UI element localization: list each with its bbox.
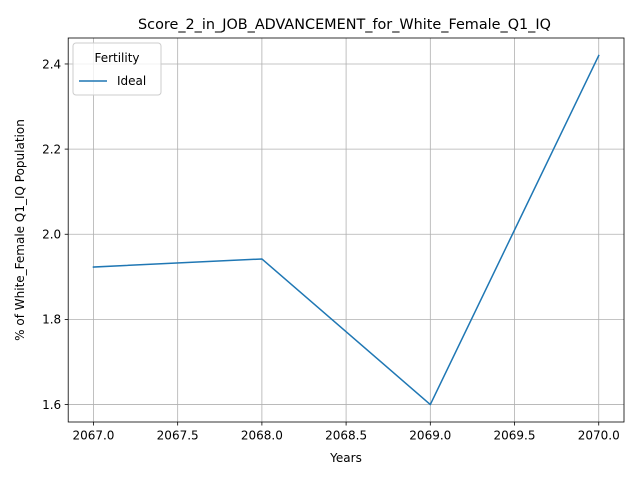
y-tick-label: 2.2: [42, 142, 61, 156]
x-axis-ticks: 2067.0 2067.5 2068.0 2068.5 2069.0 2069.5 2070…: [72, 422, 620, 443]
x-axis-label: Years: [329, 451, 362, 465]
legend: Fertility Ideal: [72, 42, 162, 96]
grid: [68, 38, 624, 422]
y-tick-label: 2.0: [42, 228, 61, 242]
legend-box: [72, 42, 162, 96]
plot-frame: [67, 37, 625, 423]
x-tick-label: 2070.0: [578, 429, 620, 443]
x-tick-label: 2068.5: [325, 429, 367, 443]
x-tick-label: 2067.5: [157, 429, 199, 443]
series-line-ideal: [92, 54, 600, 406]
y-tick-label: 1.8: [42, 313, 61, 327]
x-tick-label: 2068.0: [241, 429, 283, 443]
y-axis-ticks: 1.6 1.8 2.0 2.2 2.4: [42, 57, 69, 412]
legend-title: Fertility: [94, 51, 139, 65]
x-tick-label: 2069.0: [409, 429, 451, 443]
x-tick-label: 2069.5: [494, 429, 536, 443]
chart-title: Score_2_in_JOB_ADVANCEMENT_for_White_Fem…: [138, 17, 551, 33]
x-tick-label: 2067.0: [72, 429, 114, 443]
y-tick-label: 2.4: [42, 57, 61, 71]
series-lines: [92, 54, 600, 406]
y-tick-label: 1.6: [42, 398, 61, 412]
legend-label-ideal: Ideal: [117, 74, 146, 88]
y-axis-label: % of White_Female Q1_IQ Population: [13, 119, 27, 341]
